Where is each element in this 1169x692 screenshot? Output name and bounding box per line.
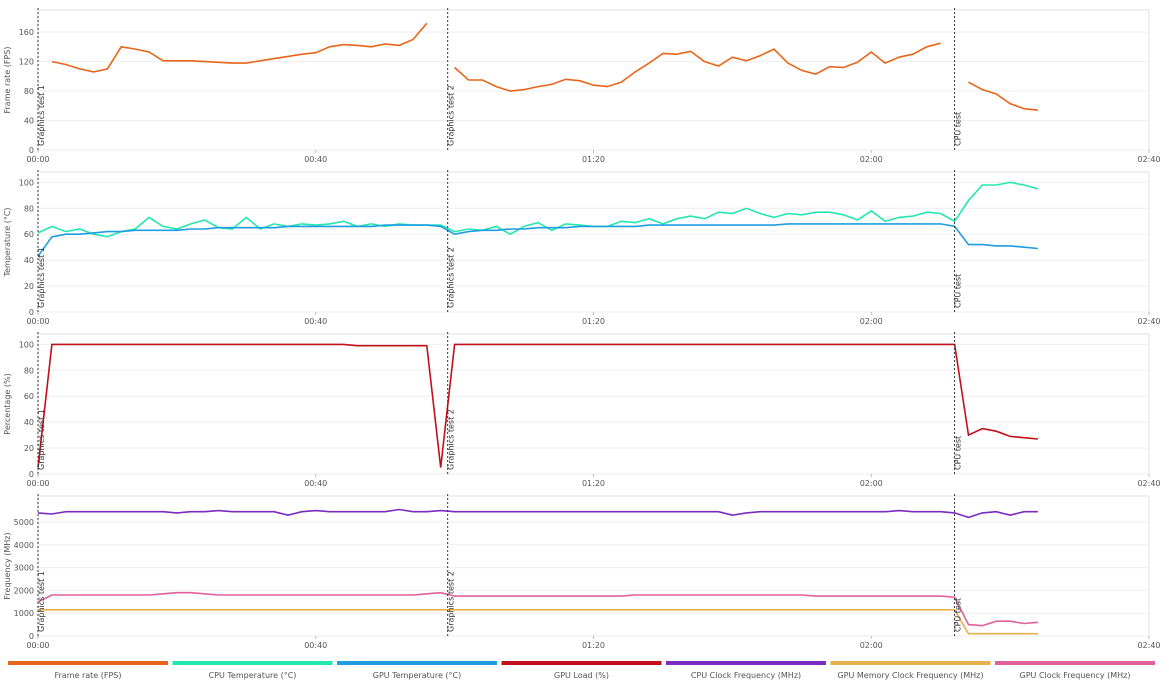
test-marker-label: Graphics test 2 (447, 85, 456, 146)
x-tick-label: 00:40 (304, 317, 327, 326)
x-tick-label: 02:40 (1137, 479, 1160, 488)
x-tick-label: 02:00 (860, 155, 883, 164)
y-tick-label: 60 (24, 230, 34, 239)
test-marker-label: Graphics test 1 (37, 409, 46, 470)
test-marker-label: CPU test (954, 436, 963, 470)
y-tick-label: 120 (19, 58, 34, 67)
y-tick-label: 0 (29, 146, 34, 155)
series-line (37, 343, 1038, 468)
plot-frame (37, 333, 1150, 475)
series-line (37, 223, 1038, 257)
y-tick-label: 20 (24, 444, 34, 453)
x-tick-label: 01:20 (582, 155, 605, 164)
y-tick-label: 100 (19, 340, 34, 349)
test-marker-label: Graphics test 2 (447, 247, 456, 308)
test-marker-label: Graphics test 1 (37, 85, 46, 146)
y-axis-title: Temperature (°C) (3, 207, 12, 277)
y-tick-label: 4000 (14, 541, 34, 550)
series-line (37, 508, 1038, 519)
legend-label: CPU Temperature (°C) (209, 671, 297, 680)
series-line (51, 22, 1038, 111)
x-tick-label: 02:00 (860, 641, 883, 650)
y-tick-label: 20 (24, 282, 34, 291)
y-tick-label: 0 (29, 308, 34, 317)
x-tick-label: 02:40 (1137, 641, 1160, 650)
legend-label: GPU Memory Clock Frequency (MHz) (837, 671, 983, 680)
legend-swatch (666, 661, 826, 665)
y-tick-label: 40 (24, 256, 34, 265)
series-line (37, 181, 1039, 238)
legend-swatch (830, 661, 991, 665)
y-tick-label: 0 (29, 632, 34, 641)
y-tick-label: 80 (24, 87, 34, 96)
plot-frame (37, 171, 1150, 313)
test-marker-label: CPU test (954, 598, 963, 632)
x-tick-label: 02:00 (860, 317, 883, 326)
test-marker-label: Graphics test 2 (447, 409, 456, 470)
legend-label: Frame rate (FPS) (54, 671, 121, 680)
y-tick-label: 40 (24, 418, 34, 427)
legend-swatch (501, 661, 662, 665)
y-tick-label: 1000 (14, 609, 34, 618)
y-axis-title: Percentage (%) (3, 373, 12, 434)
series-line (37, 591, 1038, 627)
legend-label: GPU Temperature (°C) (373, 671, 461, 680)
x-tick-label: 02:40 (1137, 155, 1160, 164)
test-marker-label: CPU test (954, 112, 963, 146)
x-tick-label: 00:40 (304, 479, 327, 488)
legend-swatch (172, 661, 333, 665)
x-tick-label: 01:20 (582, 317, 605, 326)
test-marker-label: Graphics test 1 (37, 571, 46, 632)
plot-frame (37, 495, 1150, 637)
x-tick-label: 01:20 (582, 641, 605, 650)
x-tick-label: 00:40 (304, 155, 327, 164)
legend-label: GPU Load (%) (554, 671, 609, 680)
y-tick-label: 3000 (14, 564, 34, 573)
legend-label: CPU Clock Frequency (MHz) (691, 671, 801, 680)
x-tick-label: 00:40 (304, 641, 327, 650)
legend-swatch (995, 661, 1155, 665)
y-tick-label: 80 (24, 366, 34, 375)
legend-swatch (337, 661, 497, 665)
y-tick-label: 5000 (14, 518, 34, 527)
series-line (38, 609, 1038, 635)
test-marker-label: Graphics test 1 (37, 247, 46, 308)
legend-swatch (8, 661, 168, 665)
test-marker-label: Graphics test 2 (447, 571, 456, 632)
y-axis-title: Frame rate (FPS) (3, 46, 12, 113)
y-tick-label: 160 (19, 28, 34, 37)
x-tick-label: 02:40 (1137, 317, 1160, 326)
y-axis-title: Frequency (MHz) (3, 532, 12, 599)
x-tick-label: 00:00 (26, 479, 49, 488)
test-marker-label: CPU test (954, 274, 963, 308)
y-tick-label: 100 (19, 178, 34, 187)
x-tick-label: 01:20 (582, 479, 605, 488)
x-tick-label: 00:00 (26, 641, 49, 650)
legend-label: GPU Clock Frequency (MHz) (1020, 671, 1131, 680)
y-tick-label: 80 (24, 204, 34, 213)
y-tick-label: 40 (24, 117, 34, 126)
x-tick-label: 00:00 (26, 317, 49, 326)
x-tick-label: 00:00 (26, 155, 49, 164)
y-tick-label: 0 (29, 470, 34, 479)
y-tick-label: 60 (24, 392, 34, 401)
y-tick-label: 2000 (14, 586, 34, 595)
x-tick-label: 02:00 (860, 479, 883, 488)
plot-frame (37, 9, 1150, 151)
